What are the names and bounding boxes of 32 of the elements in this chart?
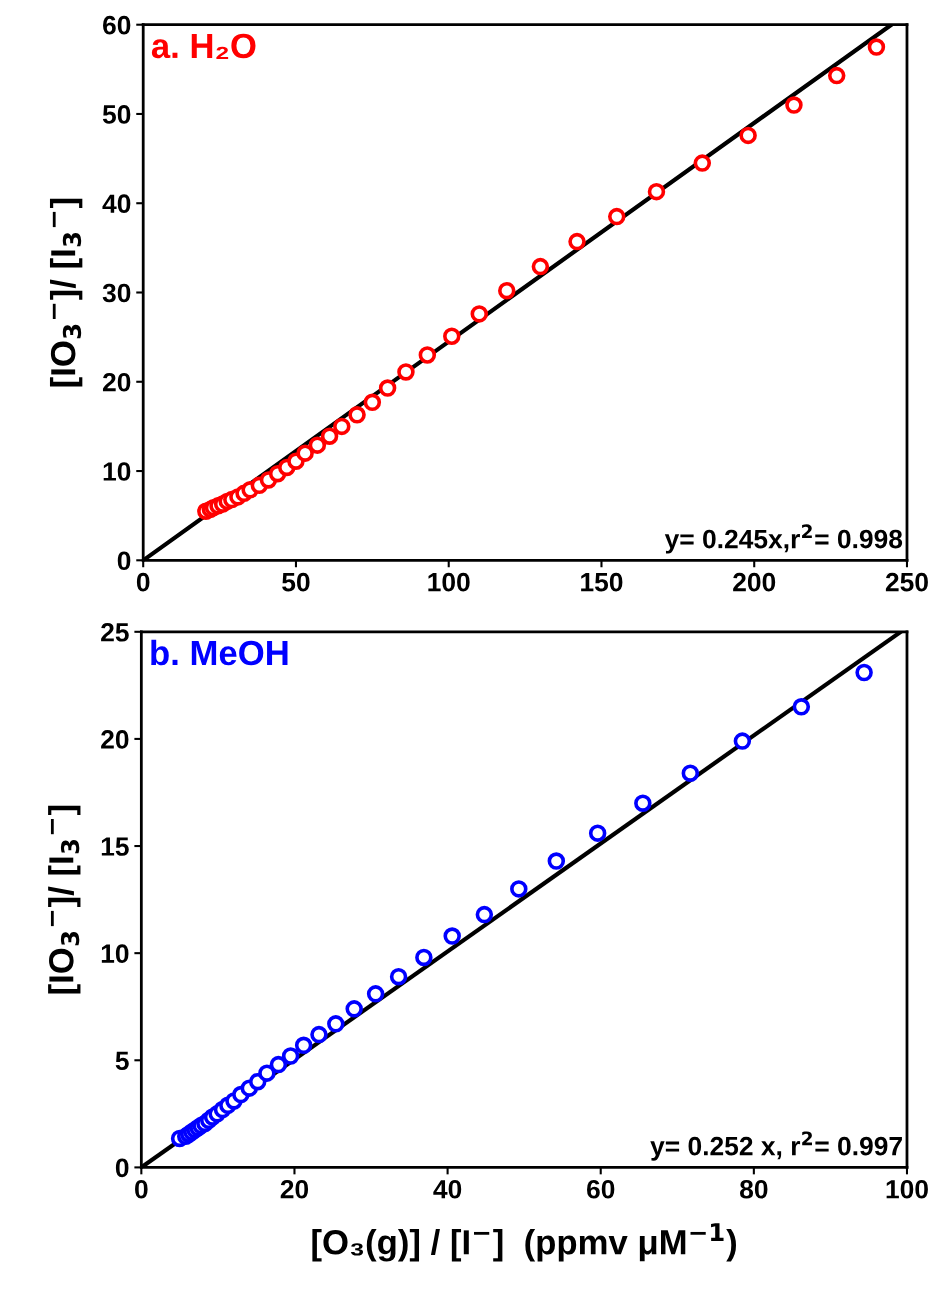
x-tick-label: 100	[428, 572, 470, 592]
y-tick-label: 20	[101, 730, 129, 749]
x-tick-label: 0	[135, 1179, 148, 1199]
y-axis-title: [IO$_{3}$$^{−}$]/ [I$_{3}$$^{−}$]	[49, 198, 83, 387]
annotation: y= 0.245x,r$^{2}$= 0.998	[664, 524, 903, 554]
y-tick-label: 10	[101, 944, 129, 963]
x-tick-label: 20	[280, 1179, 309, 1199]
x-axis-title: [O₃(g)] / [I$^{−}$] (ppmv μM$^{−1}$)	[312, 1223, 736, 1262]
y-tick-label: 15	[101, 837, 129, 856]
y-tick-label: 5	[115, 1051, 129, 1071]
y-axis-title: [IO$_{3}$$^{−}$]/ [I$_{3}$$^{−}$]	[48, 805, 81, 994]
y-tick-label: 30	[102, 283, 131, 303]
x-tick-label: 50	[282, 572, 310, 592]
y-tick-label: 60	[103, 15, 131, 35]
x-tick-label: 40	[433, 1179, 462, 1199]
annotation: y= 0.252 x, r$^{2}$= 0.997	[650, 1131, 902, 1161]
x-tick-label: 80	[740, 1179, 768, 1199]
y-tick-label: 25	[101, 622, 129, 642]
y-tick-label: 0	[115, 1158, 129, 1178]
y-tick-label: 40	[102, 194, 131, 214]
x-tick-label: 200	[733, 572, 776, 592]
x-tick-label: 0	[136, 572, 150, 592]
x-tick-label: 60	[587, 1179, 615, 1199]
y-tick-label: 20	[102, 372, 131, 392]
x-tick-label: 250	[885, 572, 928, 592]
x-tick-label: 100	[886, 1179, 928, 1199]
chart-title: b. MeOH	[151, 639, 288, 666]
chart-title: a. H₂O	[151, 33, 256, 59]
y-tick-label: 10	[103, 462, 131, 481]
y-tick-label: 0	[117, 551, 131, 571]
y-tick-label: 50	[102, 105, 131, 124]
x-tick-label: 150	[581, 572, 623, 592]
